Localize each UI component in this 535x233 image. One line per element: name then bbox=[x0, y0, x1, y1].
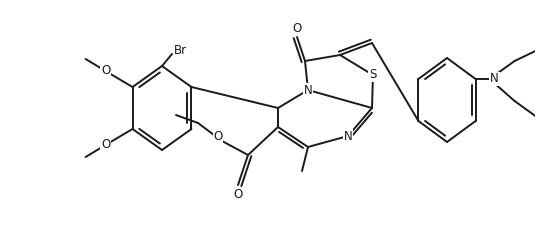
Text: O: O bbox=[101, 138, 110, 151]
Text: O: O bbox=[213, 130, 223, 144]
Text: O: O bbox=[292, 21, 302, 34]
Text: S: S bbox=[369, 69, 377, 82]
Text: O: O bbox=[101, 65, 110, 78]
Text: N: N bbox=[304, 83, 312, 96]
Text: N: N bbox=[490, 72, 499, 86]
Text: O: O bbox=[233, 188, 243, 201]
Text: Br: Br bbox=[173, 44, 187, 56]
Text: N: N bbox=[343, 130, 353, 143]
